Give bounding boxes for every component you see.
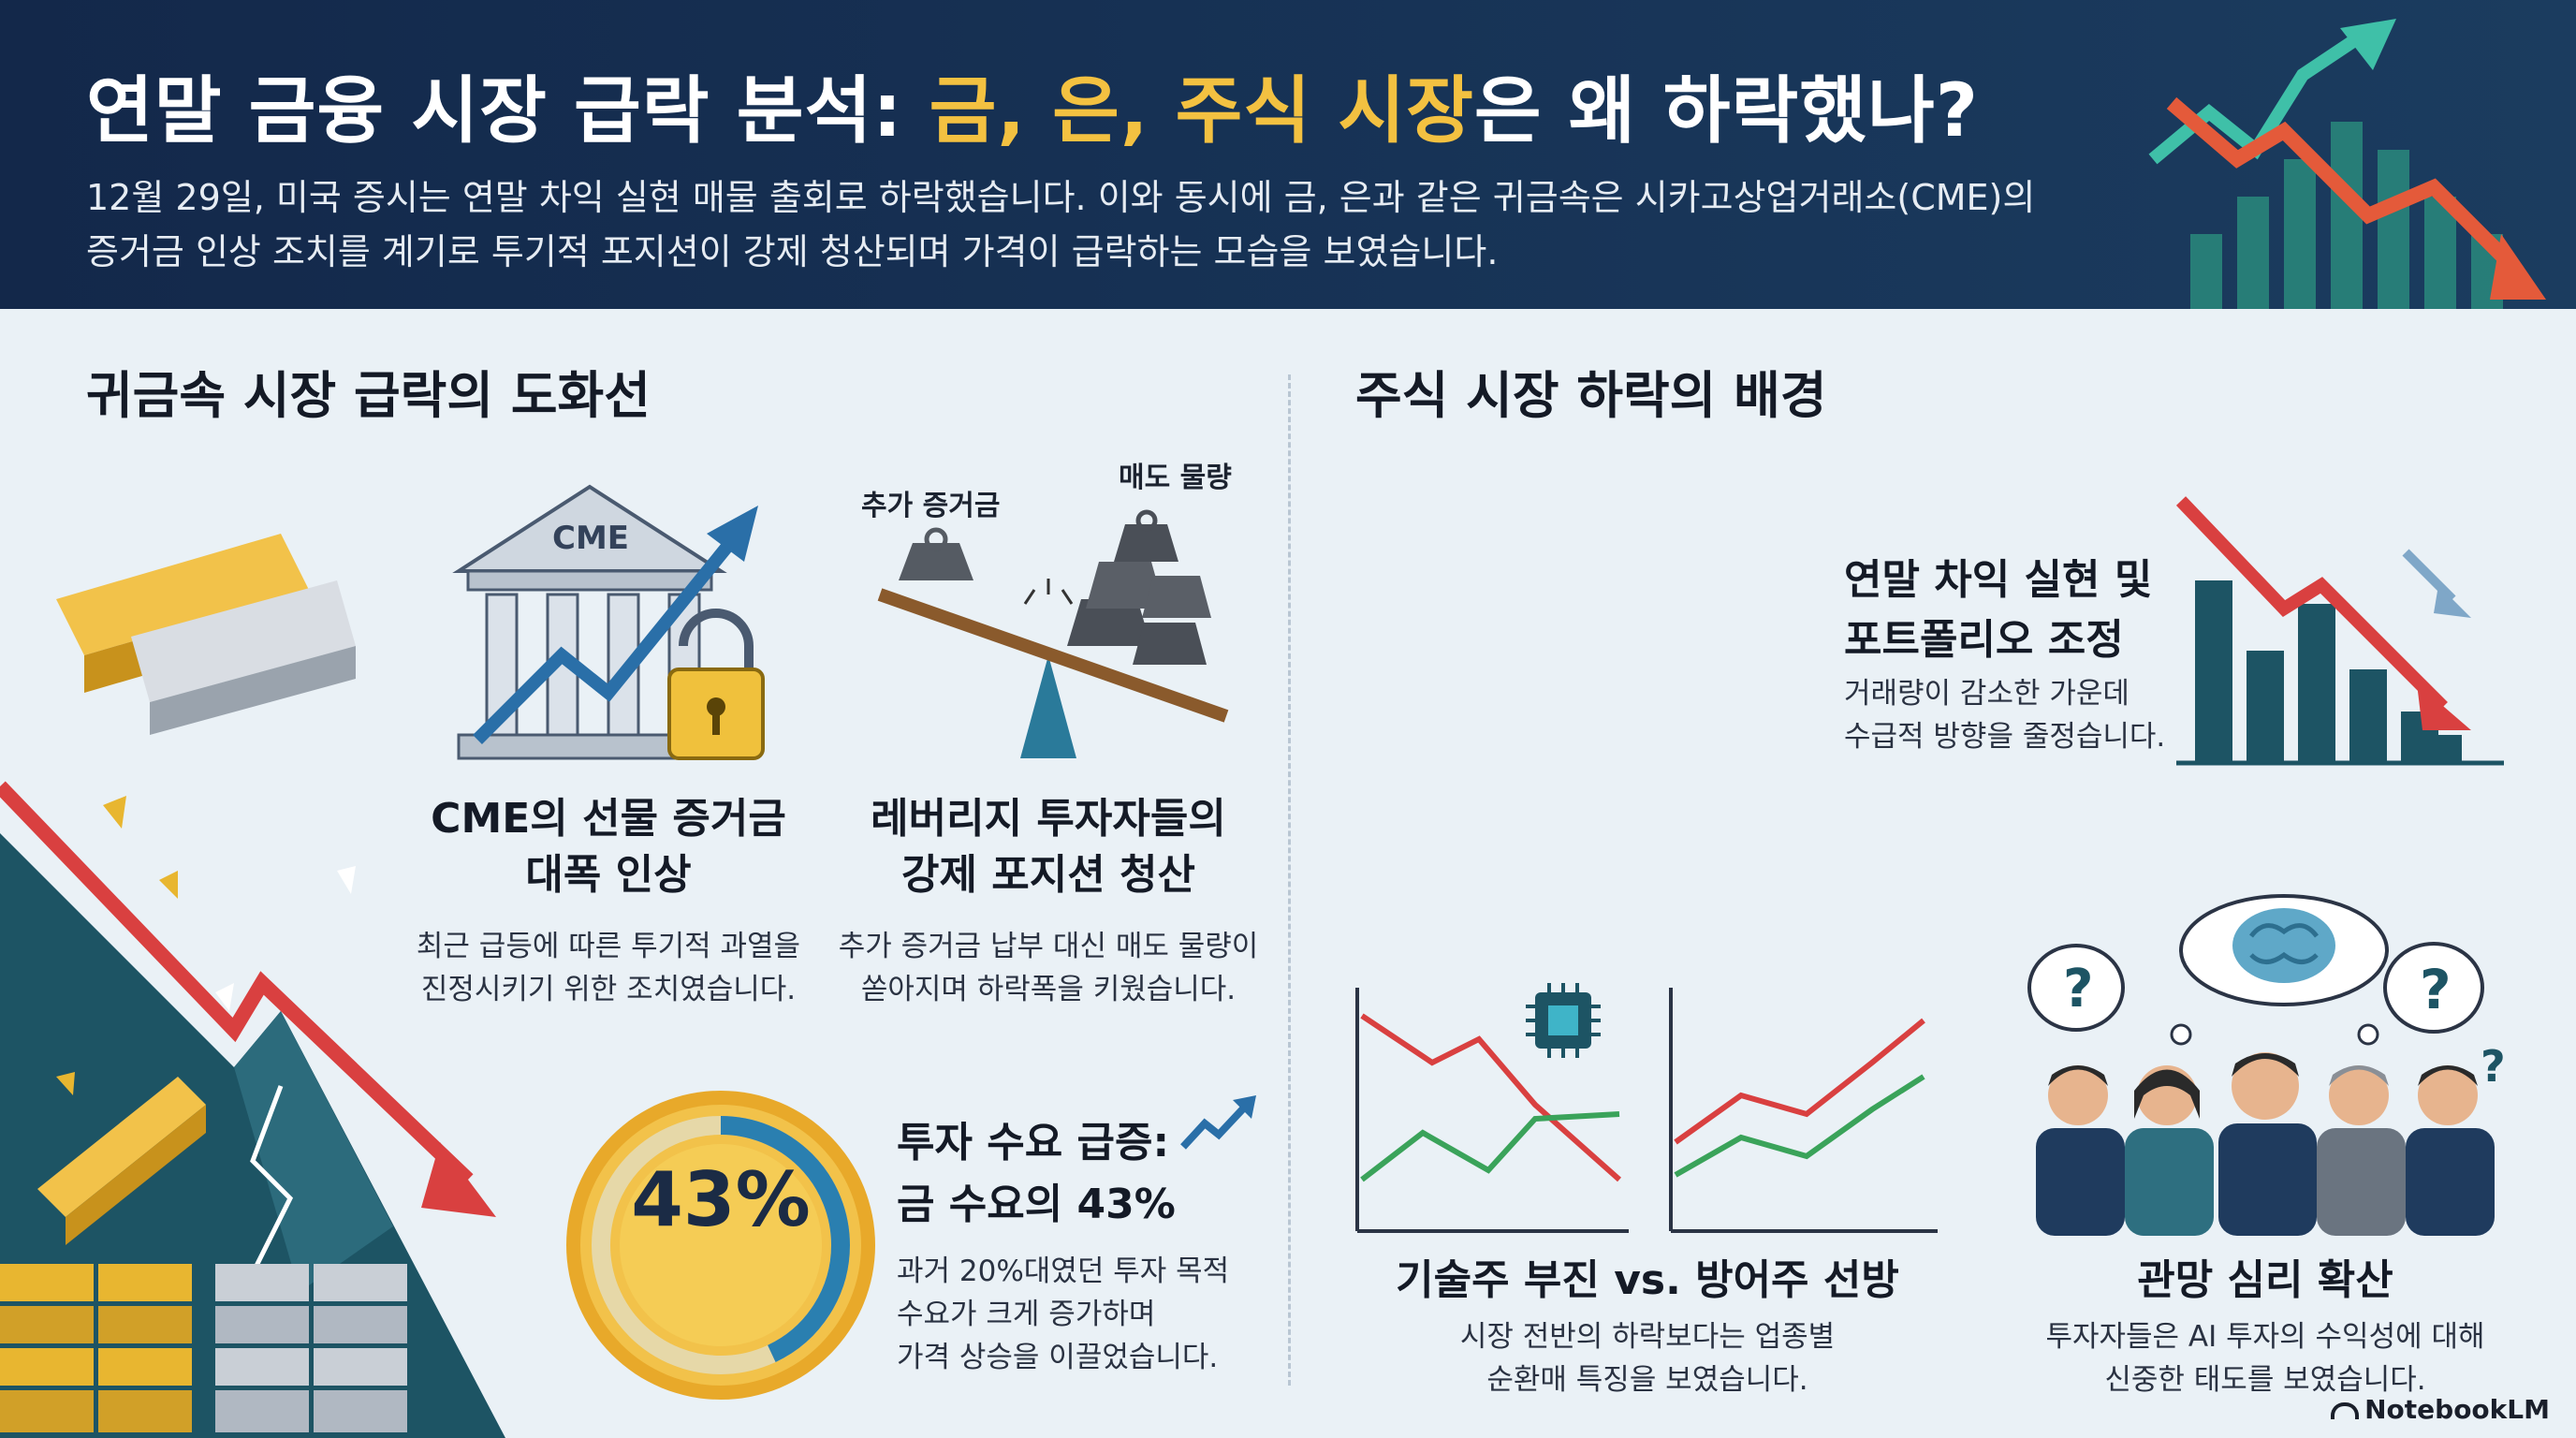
profit-card-title: 연말 차익 실현 및 포트폴리오 조정 xyxy=(1844,550,2181,670)
leverage-card-desc-line2: 쏟아지며 하락폭을 키웠습니다. xyxy=(860,973,1237,1006)
cme-building-icon xyxy=(452,484,765,760)
leverage-card-desc: 추가 증거금 납부 대신 매도 물량이 쏟아지며 하락폭을 키웠습니다. xyxy=(824,925,1273,1011)
gauge-percent-label: 43% xyxy=(631,1156,811,1243)
tech-card-desc-line1: 시장 전반의 하락보다는 업종별 xyxy=(1459,1320,1836,1354)
header-trend-chart-icon xyxy=(2148,19,2546,309)
tech-card-desc-line2: 순환매 특징을 보였습니다. xyxy=(1486,1363,1808,1397)
demand-card-desc-line3: 가격 상승을 이끌었습니다. xyxy=(897,1341,1219,1374)
leverage-card-title-line1: 레버리지 투자자들의 xyxy=(871,795,1226,843)
profit-card-desc: 거래량이 감소한 가운데 수급적 방향을 줄정습니다. xyxy=(1844,672,2181,758)
leverage-card-desc-line1: 추가 증거금 납부 대신 매도 물량이 xyxy=(838,930,1259,963)
logo-text: NotebookLM xyxy=(2364,1394,2550,1425)
section-divider xyxy=(1288,374,1291,1386)
demand-card-desc: 과거 20%대였던 투자 목적 수요가 크게 증가하며 가격 상승을 이끌었습니… xyxy=(897,1250,1252,1379)
profit-card-desc-line1: 거래량이 감소한 가운데 xyxy=(1844,677,2130,711)
title-highlight: 금, 은, 주식 시장 xyxy=(929,69,1474,154)
demand-card-desc-line1: 과거 20%대였던 투자 목적 xyxy=(897,1255,1230,1288)
subtitle-line2: 증거금 인상 조치를 계기로 투기적 포지션이 강제 청산되며 가격이 급락하는… xyxy=(86,231,1499,272)
leverage-label-left: 추가 증거금 xyxy=(861,490,1001,522)
right-section-title: 주식 시장 하락의 배경 xyxy=(1355,366,1827,425)
profit-card-title-line1: 연말 차익 실현 및 xyxy=(1844,556,2153,604)
page-title: 연말 금융 시장 급락 분석: 금, 은, 주식 시장은 왜 하락했나? xyxy=(86,52,1979,157)
title-part2: 은 왜 하락했나? xyxy=(1473,69,1979,154)
svg-text:?: ? xyxy=(2420,958,2452,1021)
gold-crash-illustration xyxy=(0,534,505,1438)
sentiment-card-desc-line2: 신중한 태도를 보였습니다. xyxy=(2104,1363,2426,1397)
svg-text:?: ? xyxy=(2063,959,2093,1020)
notebooklm-logo: NotebookLM xyxy=(2331,1394,2550,1425)
profit-card-desc-line2: 수급적 방향을 줄정습니다. xyxy=(1844,720,2166,754)
left-section-title: 귀금속 시장 급락의 도화선 xyxy=(86,366,651,425)
cme-card-desc-line1: 최근 급등에 따른 투기적 과열을 xyxy=(416,930,801,963)
tech-vs-defensive-charts-icon xyxy=(1355,983,1938,1233)
title-part1: 연말 금융 시장 급락 분석: xyxy=(86,69,929,154)
sentiment-card-title: 관망 심리 확산 xyxy=(2137,1256,2393,1304)
cme-card-desc: 최근 급등에 따른 투기적 과열을 진정시키기 위한 조치였습니다. xyxy=(393,925,824,1011)
tech-card-title: 기술주 부진 vs. 방어주 선방 xyxy=(1396,1256,1899,1304)
sentiment-card-desc: 투자자들은 AI 투자의 수익성에 대해 신중한 태도를 보였습니다. xyxy=(2003,1315,2527,1401)
trend-up-icon xyxy=(1180,1095,1256,1150)
investors-thinking-icon: ? ? ? xyxy=(2027,894,2506,1236)
gold-coin-gauge xyxy=(566,1091,875,1400)
leverage-card-title-line2: 강제 포지션 청산 xyxy=(901,851,1195,899)
demand-card-desc-line2: 수요가 크게 증가하며 xyxy=(897,1298,1156,1331)
header-banner: 연말 금융 시장 급락 분석: 금, 은, 주식 시장은 왜 하락했나? 12월… xyxy=(0,0,2576,309)
cme-icon-label: CME xyxy=(552,520,630,557)
tech-card-desc: 시장 전반의 하락보다는 업종별 순환매 특징을 보였습니다. xyxy=(1348,1315,1947,1401)
cme-card-desc-line2: 진정시키기 위한 조치였습니다. xyxy=(420,973,797,1006)
subtitle-line1: 12월 29일, 미국 증시는 연말 차익 실현 매물 출회로 하락했습니다. … xyxy=(86,177,2036,218)
leverage-card-title: 레버리지 투자자들의 강제 포지션 청산 xyxy=(842,791,1254,903)
cme-card-title-line2: 대폭 인상 xyxy=(525,851,692,899)
falling-bar-chart-icon xyxy=(2175,496,2504,766)
sentiment-card-desc-line1: 투자자들은 AI 투자의 수익성에 대해 xyxy=(2045,1320,2485,1354)
cme-card-title: CME의 선물 증거금 대폭 인상 xyxy=(402,791,814,903)
seesaw-weights-icon xyxy=(877,509,1229,758)
page-subtitle: 12월 29일, 미국 증시는 연말 차익 실현 매물 출회로 하락했습니다. … xyxy=(86,170,2202,279)
demand-card-title: 투자 수요 급증: 금 수요의 43% xyxy=(897,1112,1215,1236)
gauge-fill-arc xyxy=(592,1116,850,1374)
leverage-label-right: 매도 물량 xyxy=(1119,462,1232,494)
logo-mark-icon xyxy=(2331,1402,2360,1419)
demand-card-title-line2: 금 수요의 43% xyxy=(897,1181,1176,1228)
profit-card-title-line2: 포트폴리오 조정 xyxy=(1844,616,2124,664)
svg-text:?: ? xyxy=(2481,1041,2506,1092)
demand-card-title-line1: 투자 수요 급증: xyxy=(897,1119,1170,1167)
cme-card-title-line1: CME의 선물 증거금 xyxy=(431,795,786,843)
